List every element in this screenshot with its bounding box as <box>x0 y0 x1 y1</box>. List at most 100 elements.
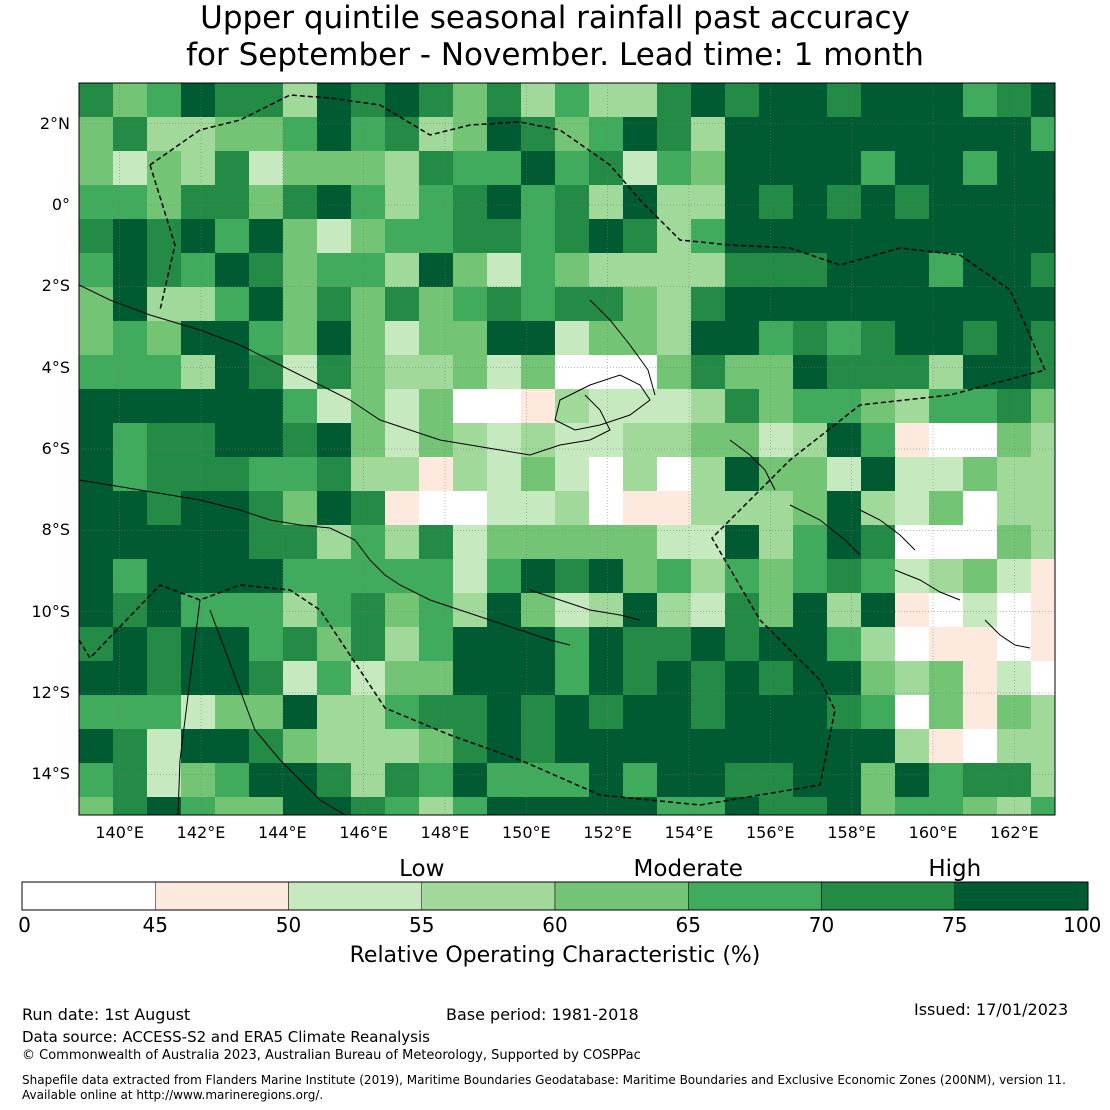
grid-cell <box>351 117 386 152</box>
grid-cell <box>249 83 284 118</box>
grid-cell <box>215 729 250 764</box>
grid-cell <box>283 83 318 118</box>
grid-cell <box>283 593 318 628</box>
coast-solomons-3 <box>894 569 961 601</box>
grid-cell <box>181 389 216 424</box>
coast-cape-york-west <box>177 599 201 815</box>
grid-cell <box>181 491 216 526</box>
latitude-tick-label: 10°S <box>31 601 70 621</box>
grid-cell <box>487 219 522 254</box>
grid-cell <box>895 729 930 764</box>
grid-cell <box>317 457 352 492</box>
grid-cell <box>419 797 454 815</box>
grid-cell <box>1031 321 1055 356</box>
colorbar-category-label: Moderate <box>633 856 743 882</box>
colorbar-segment <box>21 881 156 911</box>
grid-cell <box>895 219 930 254</box>
grid-cell <box>725 321 760 356</box>
grid-cell <box>929 559 964 594</box>
grid-cell <box>147 797 182 815</box>
grid-cell <box>419 151 454 186</box>
grid-cell <box>793 185 828 220</box>
grid-cell <box>793 287 828 322</box>
grid-cell <box>487 593 522 628</box>
coast-vanuatu <box>984 619 1031 649</box>
grid-cell <box>385 321 420 356</box>
grid-cell <box>657 185 692 220</box>
grid-cell <box>725 151 760 186</box>
grid-cell <box>1031 185 1055 220</box>
grid-cell <box>827 355 862 390</box>
grid-cell <box>929 253 964 288</box>
grid-cell <box>317 151 352 186</box>
grid-cell <box>351 593 386 628</box>
grid-cell <box>555 355 590 390</box>
grid-cell <box>453 219 488 254</box>
grid-cell <box>759 457 794 492</box>
grid-cell <box>283 151 318 186</box>
grid-cell <box>113 559 148 594</box>
grid-cell <box>691 695 726 730</box>
colorbar-tick-label: 55 <box>409 913 435 937</box>
grid-cell <box>113 321 148 356</box>
grid-cell <box>691 83 726 118</box>
grid-cell <box>861 729 896 764</box>
latitude-tick-label: 6°S <box>41 439 70 458</box>
grid-cell <box>725 287 760 322</box>
grid-cell <box>691 185 726 220</box>
grid-cell <box>419 321 454 356</box>
grid-cell <box>589 627 624 662</box>
grid-cell <box>793 559 828 594</box>
grid-cell <box>589 185 624 220</box>
eez-boundaries <box>79 94 1047 806</box>
grid-cell <box>691 525 726 560</box>
grid-cell <box>419 661 454 696</box>
grid-cell <box>521 287 556 322</box>
grid-cell <box>895 83 930 118</box>
grid-cell <box>283 117 318 152</box>
grid-cell <box>725 525 760 560</box>
grid-cell <box>113 219 148 254</box>
grid-cell <box>555 151 590 186</box>
grid-cell <box>1031 253 1055 288</box>
grid-cell <box>521 117 556 152</box>
grid-cell <box>283 559 318 594</box>
grid-cell <box>623 457 658 492</box>
grid-cell <box>283 253 318 288</box>
colorbar-tick-label: 0 <box>18 913 31 937</box>
grid-cell <box>487 83 522 118</box>
grid-cell <box>113 151 148 186</box>
grid-cell <box>657 695 692 730</box>
colorbar-tick-label: 100 <box>1063 913 1102 937</box>
grid-cell <box>623 627 658 662</box>
coast-new-guinea-south <box>79 479 571 646</box>
grid-cell <box>249 593 284 628</box>
grid-cell <box>1031 627 1055 662</box>
grid-cell <box>793 423 828 458</box>
grid-cell <box>895 661 930 696</box>
grid-cell <box>589 491 624 526</box>
grid-cell <box>963 83 998 118</box>
grid-cell <box>861 491 896 526</box>
grid-cell <box>419 355 454 390</box>
grid-cell <box>929 627 964 662</box>
grid-cell <box>181 559 216 594</box>
grid-cell <box>351 423 386 458</box>
grid-cell <box>215 797 250 815</box>
coast-bougainville <box>729 439 776 491</box>
grid-cell <box>929 593 964 628</box>
grid-cell <box>759 491 794 526</box>
grid-cell <box>963 525 998 560</box>
grid-cell <box>861 661 896 696</box>
grid-cell <box>929 695 964 730</box>
grid-cell <box>487 185 522 220</box>
grid-cell <box>385 695 420 730</box>
grid-cell <box>181 287 216 322</box>
grid-cell <box>929 661 964 696</box>
grid-cell <box>351 457 386 492</box>
grid-cell <box>487 729 522 764</box>
grid-cell <box>793 355 828 390</box>
grid-cell <box>759 117 794 152</box>
grid-cell <box>317 627 352 662</box>
grid-cell <box>249 321 284 356</box>
